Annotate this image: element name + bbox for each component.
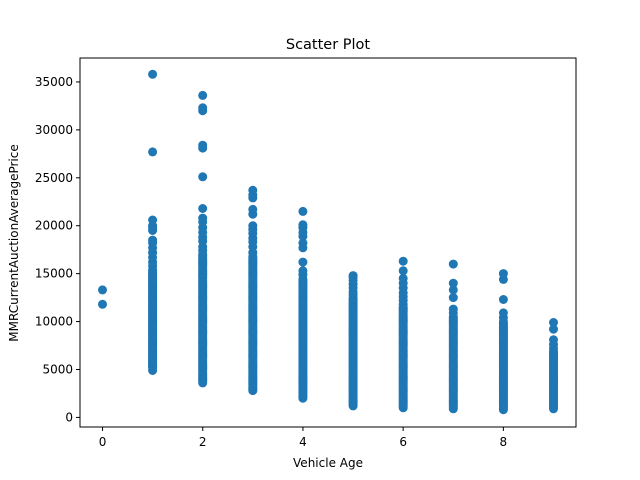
scatter-point xyxy=(298,266,308,276)
scatter-point xyxy=(398,266,408,276)
x-tick-label: 2 xyxy=(199,435,207,449)
scatter-point xyxy=(298,220,308,230)
scatter-point xyxy=(198,172,208,182)
scatter-point xyxy=(398,256,408,266)
y-tick-label: 35000 xyxy=(35,75,73,89)
scatter-point xyxy=(498,269,508,279)
scatter-point xyxy=(148,69,158,79)
scatter-point xyxy=(448,304,458,314)
scatter-point xyxy=(198,90,208,100)
scatter-point xyxy=(448,285,458,295)
scatter-point xyxy=(398,273,408,283)
x-tick-label: 6 xyxy=(399,435,407,449)
x-axis-ticks: 0 2 4 6 8 xyxy=(99,427,507,449)
x-tick-label: 0 xyxy=(99,435,107,449)
scatter-point xyxy=(98,285,107,295)
scatter-point xyxy=(148,147,158,157)
scatter-point xyxy=(298,238,308,248)
scatter-point xyxy=(148,355,158,365)
scatter-point xyxy=(498,308,508,318)
x-tick-label: 4 xyxy=(299,435,307,449)
scatter-point xyxy=(148,235,158,245)
scatter-point xyxy=(298,206,308,216)
scatter-point xyxy=(248,221,258,231)
y-tick-label: 15000 xyxy=(35,267,73,281)
plot-frame xyxy=(79,57,577,428)
y-tick-label: 10000 xyxy=(35,315,73,329)
scatter-point xyxy=(348,271,358,281)
y-axis-label: MMRCurrentAuctionAveragePrice xyxy=(7,144,21,341)
y-tick-label: 0 xyxy=(65,410,73,424)
x-axis-label: Vehicle Age xyxy=(293,456,363,470)
scatter-point xyxy=(98,299,107,309)
scatter-point xyxy=(448,278,458,288)
scatter-point xyxy=(198,103,208,113)
scatter-point xyxy=(248,185,258,195)
scatter-point xyxy=(448,259,458,269)
x-tick-label: 8 xyxy=(500,435,508,449)
points-layer xyxy=(98,69,558,415)
scatter-point xyxy=(198,213,208,223)
scatter-point xyxy=(549,324,558,334)
y-tick-label: 5000 xyxy=(42,362,73,376)
scatter-point xyxy=(198,378,208,388)
scatter-point xyxy=(549,335,558,345)
chart-title: Scatter Plot xyxy=(286,37,371,53)
scatter-point xyxy=(298,257,308,267)
scatter-point xyxy=(448,293,458,303)
scatter-point xyxy=(198,140,208,150)
scatter-point xyxy=(148,215,158,225)
scatter-point xyxy=(549,318,558,327)
y-tick-label: 25000 xyxy=(35,171,73,185)
scatter-point xyxy=(498,295,508,304)
scatter-point xyxy=(248,204,258,214)
scatter-point xyxy=(198,204,208,213)
y-tick-label: 30000 xyxy=(35,123,73,137)
y-tick-label: 20000 xyxy=(35,219,73,233)
y-axis-ticks: 0 5000 10000 15000 20000 25000 30000 35000 xyxy=(35,75,80,424)
